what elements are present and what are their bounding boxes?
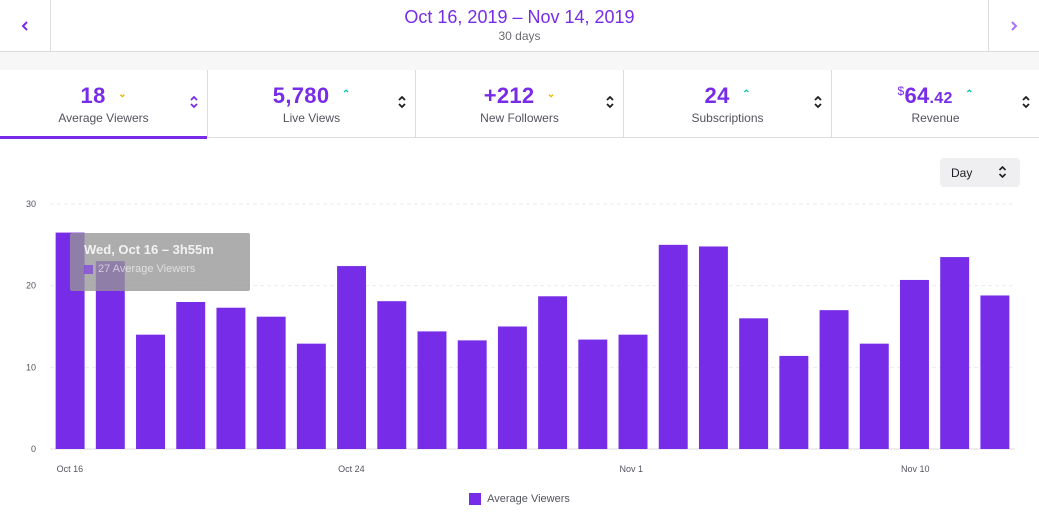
sort-icon[interactable] [189,95,199,109]
tooltip-title: Wed, Oct 16 – 3h55m [84,242,214,257]
value-main: 64 [904,83,930,108]
bar[interactable] [377,301,407,449]
bar[interactable] [296,343,326,449]
x-tick-label: Oct 16 [57,464,84,474]
bar[interactable] [900,279,929,449]
sort-icon[interactable] [1021,95,1031,109]
currency-symbol: $ [897,84,905,98]
tooltip-value: 27 Average Viewers [98,263,196,275]
y-tick-label: 0 [31,444,36,454]
next-period-button[interactable] [988,0,1039,51]
trend-down-icon: ⌄ [546,89,556,100]
chart-tooltip: Wed, Oct 16 – 3h55m 27 Average Viewers [70,233,250,291]
bar[interactable] [698,246,728,449]
stat-tab-live-views[interactable]: 5,780 ⌃ Live Views [208,70,416,138]
bar[interactable] [337,266,367,449]
interval-select-value: Day [951,165,973,180]
stat-value: 18 [80,83,106,108]
date-range-title: Oct 16, 2019 – Nov 14, 2019 [404,7,635,27]
bar[interactable] [216,307,246,449]
tooltip-swatch [84,264,93,274]
bar[interactable] [819,310,849,449]
date-range: Oct 16, 2019 – Nov 14, 2019 30 days [51,6,988,43]
trend-up-icon: ⌃ [341,89,351,100]
x-tick-label: Oct 24 [338,464,365,474]
bar[interactable] [859,343,889,449]
bar[interactable] [779,355,809,449]
stat-value: $64.42 [897,83,952,108]
y-tick-label: 30 [26,199,36,209]
value-decimal: .42 [929,90,953,107]
sort-icon[interactable] [397,95,407,109]
trend-down-icon: ⌄ [118,89,127,100]
bar[interactable] [658,244,688,449]
stat-tabs: 18 ⌄ Average Viewers 5,780 ⌃ Live Views … [0,70,1039,139]
bar[interactable] [457,340,487,449]
bar[interactable] [739,318,769,449]
y-tick-label: 10 [26,362,36,372]
stat-tab-subscriptions[interactable]: 24 ⌃ Subscriptions [624,70,832,138]
bar[interactable] [578,339,608,449]
stat-tab-revenue[interactable]: $64.42 ⌃ Revenue [832,70,1039,138]
stat-value: 24 [704,83,730,108]
sort-icon[interactable] [813,95,823,109]
trend-up-icon: ⌃ [742,89,751,100]
stat-value: +212 [483,83,535,108]
chart-legend: Average Viewers [0,493,1039,505]
bar[interactable] [256,316,286,449]
tooltip-row: 27 Average Viewers [84,263,236,275]
date-range-bar: Oct 16, 2019 – Nov 14, 2019 30 days [0,0,1039,52]
x-tick-label: Nov 10 [901,464,930,474]
stat-value: 5,780 [272,83,330,108]
stat-label: Live Views [282,111,341,125]
stat-tab-new-followers[interactable]: +212 ⌄ New Followers [416,70,624,138]
bar[interactable] [417,331,447,449]
chevron-right-icon [1011,20,1018,31]
date-range-duration: 30 days [498,29,541,43]
legend-label: Average Viewers [487,493,570,505]
bar[interactable] [618,334,648,449]
stat-label: Revenue [911,111,960,125]
stat-label: New Followers [480,111,559,125]
bar[interactable] [176,302,206,449]
bar[interactable] [95,261,125,449]
stat-tab-average-viewers[interactable]: 18 ⌄ Average Viewers [0,70,208,139]
legend-swatch [469,493,482,505]
stat-label: Average Viewers [58,111,149,125]
bar[interactable] [497,326,527,450]
select-arrows-icon [998,165,1007,179]
bar[interactable] [940,257,970,449]
x-tick-label: Nov 1 [620,464,644,474]
separator-band [0,52,1039,70]
trend-up-icon: ⌃ [965,89,974,100]
bar[interactable] [980,295,1010,449]
stat-label: Subscriptions [691,111,764,125]
sort-icon[interactable] [605,95,615,109]
average-viewers-chart: 0 10 20 30 Oct 16 Oct 24 Nov 1 Nov 10 [26,199,1015,474]
bar[interactable] [136,334,165,449]
previous-period-button[interactable] [0,0,51,51]
interval-select[interactable]: Day [940,158,1020,187]
chart-panel: Day [0,138,1039,521]
y-tick-label: 20 [26,281,36,291]
chevron-left-icon [21,20,28,31]
bar[interactable] [538,296,568,449]
